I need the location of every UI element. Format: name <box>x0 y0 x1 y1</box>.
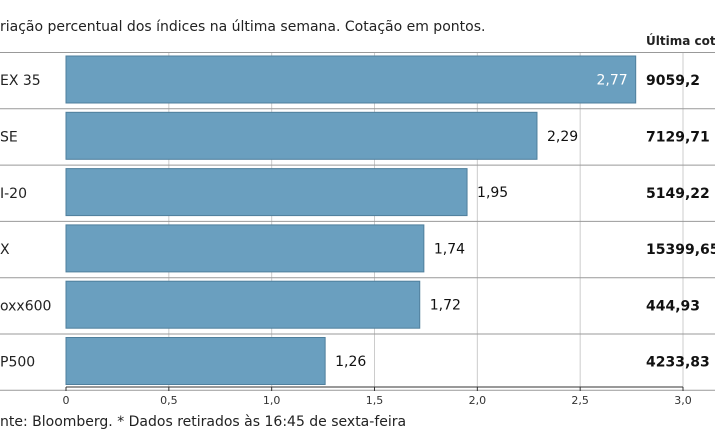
bar-value-label: 1,74 <box>434 241 465 257</box>
bar <box>65 168 468 217</box>
last-quote-value: 5149,22 <box>646 186 710 202</box>
x-tick-label: 0,5 <box>160 394 178 407</box>
chart-source-note: nte: Bloomberg. * Dados retirados às 16:… <box>0 414 407 430</box>
category-label: P500 <box>0 355 35 371</box>
bar-value-label: 1,72 <box>430 298 461 314</box>
last-quote-value: 7129,71 <box>646 129 710 145</box>
category-label: SE <box>0 129 18 145</box>
x-tick-label: 2,5 <box>571 394 589 407</box>
category-label: I-20 <box>0 186 27 202</box>
bar <box>65 111 538 160</box>
x-tick-label: 1,0 <box>263 394 281 407</box>
last-quote-value: 444,93 <box>646 298 700 314</box>
bar-value-label: 1,26 <box>335 354 366 370</box>
last-quote-value: 9059,2 <box>646 73 700 89</box>
bar <box>65 280 421 329</box>
last-quote-column-header: Última cotaç <box>646 34 715 48</box>
x-tick-label: 3,0 <box>674 394 692 407</box>
bar-value-label: 2,77 <box>597 73 628 89</box>
x-tick-label: 2,0 <box>469 394 487 407</box>
bar-value-label: 1,95 <box>477 185 508 201</box>
last-quote-value: 4233,83 <box>646 355 710 371</box>
bar <box>65 55 637 104</box>
bar <box>65 224 425 273</box>
category-label: X <box>0 242 10 258</box>
chart-subtitle: riação percentual dos índices na última … <box>0 19 486 35</box>
bar-value-label: 2,29 <box>547 129 578 145</box>
x-tick-label: 1,5 <box>366 394 384 407</box>
last-quote-value: 15399,65 <box>646 242 715 258</box>
bar <box>65 337 326 385</box>
category-label: oxx600 <box>0 298 51 314</box>
category-label: EX 35 <box>0 73 41 89</box>
x-tick-label: 0 <box>63 394 70 407</box>
